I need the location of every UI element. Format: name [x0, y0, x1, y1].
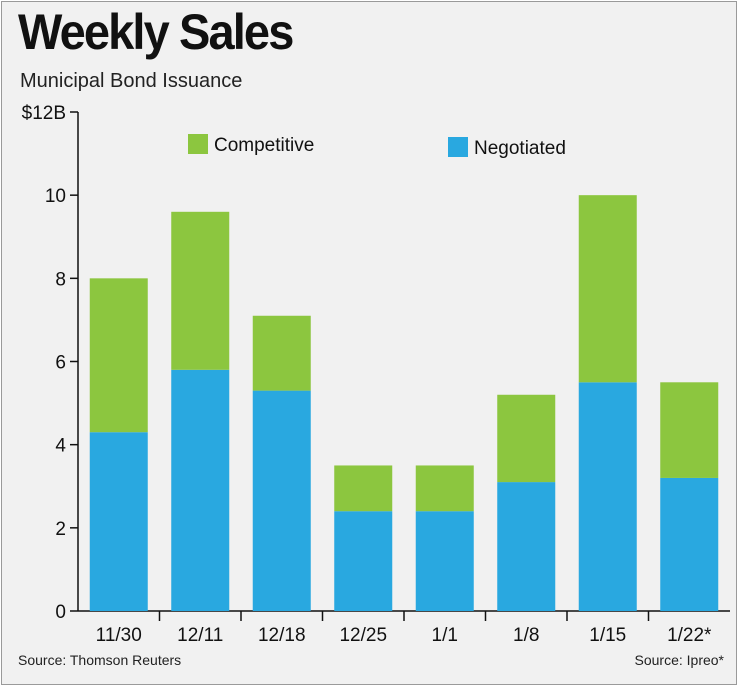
bar-negotiated — [171, 369, 230, 611]
bar-competitive — [578, 195, 637, 383]
x-tick-label: 11/30 — [96, 625, 142, 646]
legend-label-negotiated: Negotiated — [474, 138, 566, 159]
y-tick-label: $12B — [22, 103, 66, 124]
plot-area: 0 2 4 6 8 10 $12B 11/30 12/11 12/18 12/25 1/1 1/8 1/1… — [22, 103, 730, 646]
bar-competitive — [252, 315, 311, 391]
bar-negotiated — [89, 432, 148, 611]
bar-competitive — [334, 465, 393, 512]
y-tick-label: 8 — [55, 269, 66, 290]
y-tick-label: 4 — [55, 436, 66, 457]
y-tick-label: 0 — [55, 602, 66, 623]
x-tick-label: 1/15 — [589, 625, 626, 646]
chart-subtitle: Municipal Bond Issuance — [20, 70, 243, 92]
bar-negotiated — [252, 390, 311, 611]
x-tick-label: 1/22* — [667, 625, 712, 646]
bar-negotiated — [660, 477, 719, 611]
bar-negotiated — [334, 511, 393, 611]
bar-negotiated — [497, 482, 556, 611]
legend-swatch-negotiated — [448, 137, 468, 157]
legend-label-competitive: Competitive — [214, 135, 314, 156]
y-tick-label: 6 — [55, 353, 66, 374]
legend: Competitive Negotiated — [188, 134, 566, 159]
bar-competitive — [660, 382, 719, 478]
bar-competitive — [497, 394, 556, 483]
x-tick-label: 1/1 — [432, 625, 458, 646]
bar-negotiated — [578, 382, 637, 611]
x-tick-label: 1/8 — [513, 625, 539, 646]
x-tick-label: 12/18 — [258, 625, 306, 646]
bar-competitive — [89, 278, 148, 433]
bar-competitive — [415, 465, 474, 512]
y-tick-label: 2 — [55, 519, 66, 540]
x-tick-label: 12/25 — [339, 625, 387, 646]
legend-swatch-competitive — [188, 134, 208, 154]
chart-title: Weekly Sales — [18, 4, 294, 60]
source-note-right: Source: Ipreo* — [634, 652, 725, 668]
y-tick-label: 10 — [45, 186, 66, 207]
bar-negotiated — [415, 511, 474, 611]
x-tick-label: 12/11 — [177, 625, 223, 646]
bar-competitive — [171, 211, 230, 370]
source-note-left: Source: Thomson Reuters — [18, 652, 182, 668]
